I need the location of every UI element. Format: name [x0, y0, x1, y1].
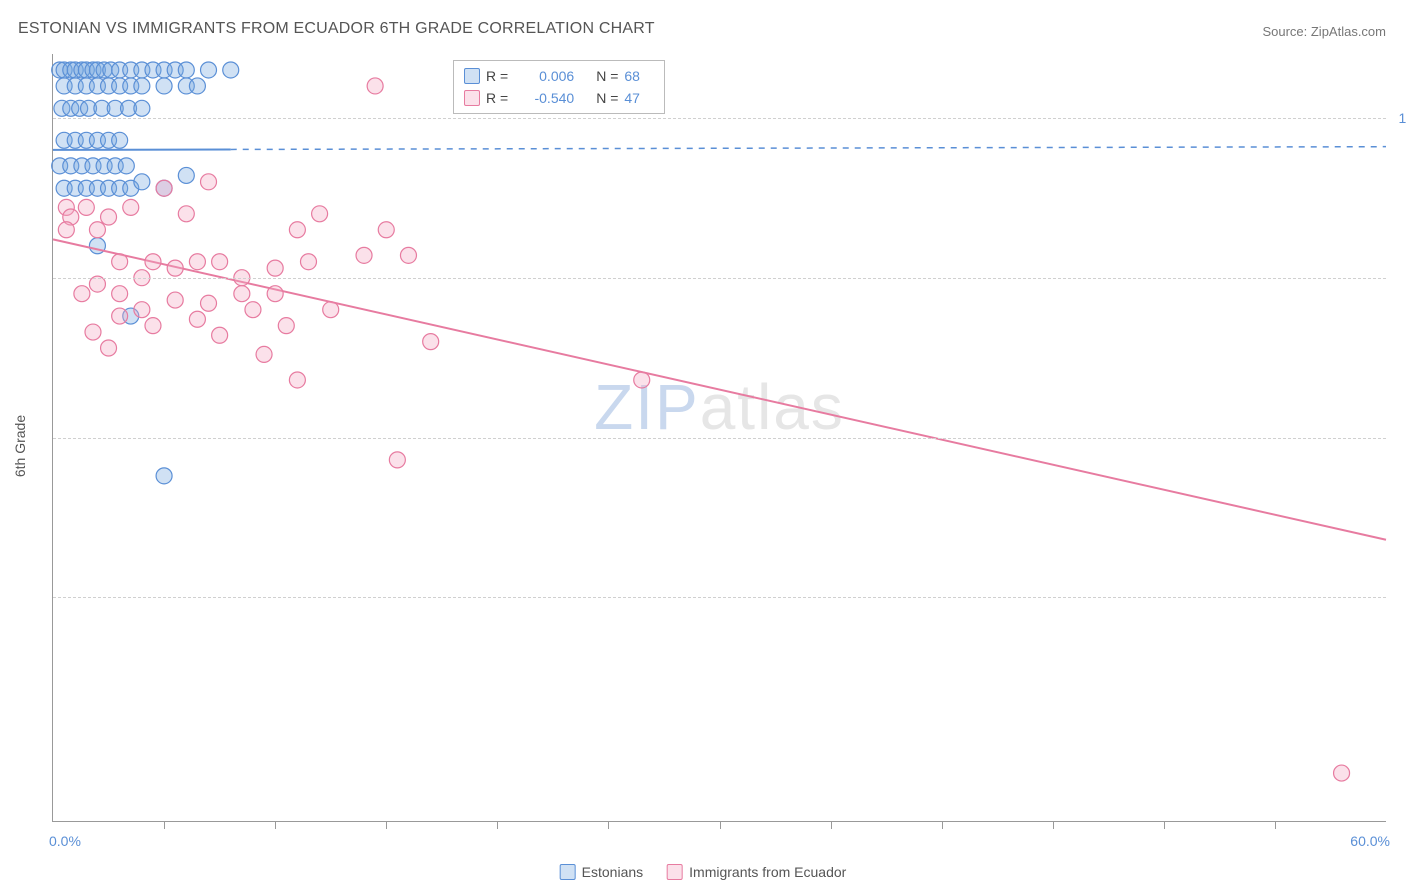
x-tick	[1164, 821, 1165, 829]
x-tick	[497, 821, 498, 829]
series-legend: Estonians Immigrants from Ecuador	[560, 864, 847, 880]
gridline	[53, 118, 1386, 119]
x-axis-max-label: 60.0%	[1350, 833, 1390, 849]
r-label: R =	[486, 68, 508, 84]
n-label: N =	[596, 90, 618, 106]
x-tick	[608, 821, 609, 829]
x-tick	[275, 821, 276, 829]
x-tick	[831, 821, 832, 829]
gridline	[53, 438, 1386, 439]
x-tick	[164, 821, 165, 829]
swatch-estonians	[464, 68, 480, 84]
stats-row-ecuador: R = -0.540 N = 47	[464, 87, 654, 109]
plot-area: ZIPatlas R = 0.006 N = 68 R = -0.540 N =…	[52, 54, 1386, 822]
y-axis-title: 6th Grade	[12, 415, 28, 477]
legend-item-ecuador: Immigrants from Ecuador	[667, 864, 846, 880]
gridline	[53, 278, 1386, 279]
gridline	[53, 597, 1386, 598]
x-tick	[942, 821, 943, 829]
legend-label-estonians: Estonians	[582, 864, 643, 880]
legend-swatch-estonians	[560, 864, 576, 880]
legend-item-estonians: Estonians	[560, 864, 643, 880]
source-attribution: Source: ZipAtlas.com	[1262, 24, 1386, 39]
legend-label-ecuador: Immigrants from Ecuador	[689, 864, 846, 880]
chart-title: ESTONIAN VS IMMIGRANTS FROM ECUADOR 6TH …	[18, 20, 655, 38]
x-tick	[1053, 821, 1054, 829]
r-label: R =	[486, 90, 508, 106]
stats-row-estonians: R = 0.006 N = 68	[464, 65, 654, 87]
swatch-ecuador	[464, 90, 480, 106]
r-value-ecuador: -0.540	[514, 90, 574, 106]
legend-swatch-ecuador	[667, 864, 683, 880]
stats-legend: R = 0.006 N = 68 R = -0.540 N = 47	[453, 60, 665, 114]
x-tick	[720, 821, 721, 829]
n-value-estonians: 68	[624, 68, 654, 84]
r-value-estonians: 0.006	[514, 68, 574, 84]
source-prefix: Source:	[1262, 24, 1310, 39]
source-value: ZipAtlas.com	[1311, 24, 1386, 39]
y-tick-label: 100.0%	[1399, 110, 1406, 126]
x-tick	[1275, 821, 1276, 829]
x-axis-min-label: 0.0%	[49, 833, 81, 849]
n-label: N =	[596, 68, 618, 84]
n-value-ecuador: 47	[624, 90, 654, 106]
x-tick	[386, 821, 387, 829]
